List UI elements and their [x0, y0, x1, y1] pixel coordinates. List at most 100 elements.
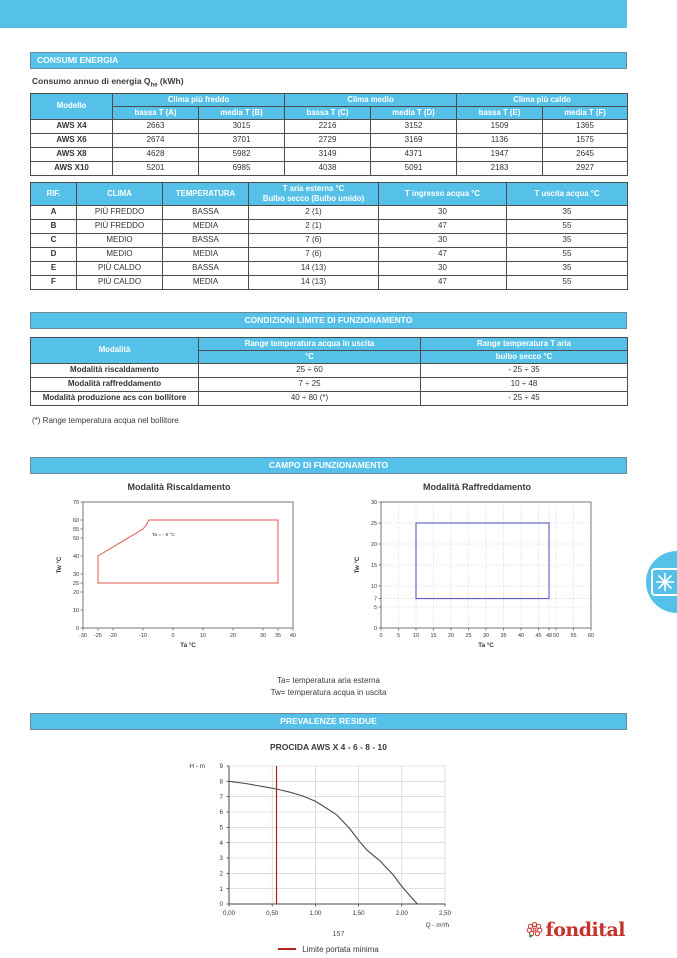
table-row: AWS X8 4628 5982 3149 4371 1947 2645: [30, 146, 629, 162]
model-header-cell: Modello: [30, 92, 113, 120]
snowflake-icon: [646, 551, 677, 613]
svg-text:Tw °C: Tw °C: [354, 556, 361, 573]
svg-text:48: 48: [546, 633, 552, 639]
top-banner: [0, 0, 627, 28]
climate-group-header: Clima medio: [284, 92, 458, 107]
svg-text:55: 55: [73, 527, 79, 533]
value-cell: MEDIA: [162, 218, 249, 234]
range-group-header: Range temperatura T aria: [420, 336, 628, 351]
page-content: CONSUMI ENERGIA Consumo annuo di energia…: [30, 52, 629, 954]
svg-text:30: 30: [483, 633, 489, 639]
energy-value-cell: 3149: [284, 146, 372, 162]
value-cell: 47: [378, 274, 507, 290]
logo-wordmark: fondital: [545, 919, 626, 941]
svg-text:40: 40: [290, 633, 296, 639]
energy-value-cell: 2927: [542, 160, 629, 176]
svg-text:25: 25: [73, 581, 79, 587]
value-cell: 47: [378, 246, 507, 262]
energy-value-cell: 1136: [456, 132, 544, 148]
legend-label: Limite portata minima: [302, 944, 379, 954]
header-line1: T aria esterna °C: [282, 183, 345, 193]
section-header-consumi-energia: CONSUMI ENERGIA: [30, 52, 627, 69]
svg-text:0: 0: [380, 633, 383, 639]
pump-chart-title: PROCIDA AWS X 4 - 6 - 8 - 10: [270, 741, 387, 752]
svg-text:Ta = - 8 °C: Ta = - 8 °C: [152, 532, 175, 538]
mode-label-cell: Modalità produzione acs con bollitore: [30, 390, 199, 406]
section-title: CAMPO DI FUNZIONAMENTO: [268, 459, 389, 470]
svg-text:50: 50: [73, 536, 79, 542]
table-row: F PIÙ CALDO MEDIA 14 (13) 47 55: [30, 274, 628, 290]
svg-text:1: 1: [219, 886, 223, 893]
svg-text:35: 35: [275, 633, 281, 639]
flower-icon: [526, 921, 542, 938]
table-row: C MEDIO BASSA 7 (6) 30 35: [30, 232, 628, 248]
pump-chart-legend: Limite portata minima: [30, 945, 627, 954]
svg-text:10: 10: [200, 633, 206, 639]
model-name-cell: AWS X8: [30, 146, 113, 162]
value-cell: BASSA: [162, 260, 249, 276]
svg-text:6: 6: [219, 809, 223, 816]
svg-text:5: 5: [397, 633, 400, 639]
table-row: Modalità riscaldamento 25 ÷ 60- 25 ÷ 35: [30, 362, 628, 378]
svg-text:9: 9: [219, 763, 223, 770]
table-row: Modalità produzione acs con bollitore 40 …: [30, 390, 628, 406]
svg-text:Ta °C: Ta °C: [478, 642, 494, 649]
header-cell: CLIMA: [76, 181, 163, 206]
climate-group-header: Clima più freddo: [111, 92, 286, 107]
subtitle-text: Consumo annuo di energia Q: [32, 76, 151, 86]
svg-text:Q - m³/h: Q - m³/h: [425, 922, 449, 929]
climate-reference-table: RIF. CLIMA TEMPERATURA T aria esterna °C Bul…: [30, 181, 628, 290]
svg-text:8: 8: [219, 778, 223, 785]
energy-value-cell: 1509: [456, 118, 544, 134]
table-row: E PIÙ CALDO BASSA 14 (13) 30 35: [30, 260, 628, 276]
svg-text:20: 20: [73, 590, 79, 596]
svg-text:7: 7: [374, 596, 377, 602]
svg-text:5: 5: [374, 605, 377, 611]
value-cell: MEDIA: [162, 274, 249, 290]
temp-subheader-cell: bassa T (C): [284, 105, 372, 120]
svg-text:30: 30: [73, 572, 79, 578]
energy-value-cell: 5091: [370, 160, 458, 176]
table-header-row: RIF. CLIMA TEMPERATURA T aria esterna °C Bul…: [30, 181, 628, 206]
energy-value-cell: 4628: [112, 146, 199, 162]
svg-text:70: 70: [73, 500, 79, 506]
temp-subheader-cell: media T (D): [370, 105, 458, 120]
temp-subheader-cell: media T (F): [542, 105, 629, 120]
rif-letter-cell: F: [30, 274, 77, 290]
table-header-row: Modalità Range temperatura acqua in uscit…: [30, 336, 628, 364]
mode-label-cell: Modalità riscaldamento: [30, 362, 199, 378]
table-row: AWS X6 2674 3701 2729 3169 1136 1575: [30, 132, 629, 148]
energy-consumption-table: Modello Clima più freddo Clima medio Clima …: [30, 92, 629, 176]
legend-line-swatch: [278, 948, 297, 951]
svg-text:25: 25: [466, 633, 472, 639]
note-ta: Ta= temperatura aria esterna: [277, 675, 380, 685]
svg-text:45: 45: [536, 633, 542, 639]
limits-footnote: (*) Range temperatura acqua nel bollitor…: [32, 415, 179, 425]
rif-letter-cell: D: [30, 246, 77, 262]
range-group-header: Range temperatura acqua in uscita: [198, 336, 421, 351]
energy-value-cell: 2729: [284, 132, 372, 148]
svg-text:15: 15: [371, 563, 377, 569]
section-title: CONSUMI ENERGIA: [37, 55, 119, 65]
rif-letter-cell: A: [30, 204, 77, 220]
section-title: CONDIZIONI LIMITE DI FUNZIONAMENTO: [244, 314, 413, 325]
energy-value-cell: 3701: [197, 132, 286, 148]
value-cell: 7 (6): [248, 232, 379, 248]
cooling-chart-block: Modalità Raffreddamento 0 5 10 15 20 25 30 35 40…: [328, 482, 626, 667]
svg-text:-20: -20: [109, 633, 117, 639]
svg-text:2,00: 2,00: [395, 910, 408, 917]
section-header-campo-funzionamento: CAMPO DI FUNZIONAMENTO: [30, 456, 627, 474]
svg-text:3: 3: [219, 855, 223, 862]
svg-text:2: 2: [219, 870, 223, 877]
value-cell: MEDIO: [76, 246, 163, 262]
value-cell: 35: [506, 260, 628, 276]
header-cell: RIF.: [30, 181, 77, 206]
chart-abbreviation-notes: Ta= temperatura aria esterna Tw= tempera…: [30, 675, 627, 699]
svg-text:0: 0: [172, 633, 175, 639]
svg-text:Ta °C: Ta °C: [180, 642, 196, 649]
value-cell: 55: [506, 246, 628, 262]
heating-chart-title: Modalità Riscaldamento: [127, 481, 231, 492]
table-row: AWS X4 2663 3015 2216 3152 1509 1365: [30, 118, 629, 134]
svg-text:50: 50: [553, 633, 559, 639]
svg-text:0: 0: [219, 901, 223, 908]
